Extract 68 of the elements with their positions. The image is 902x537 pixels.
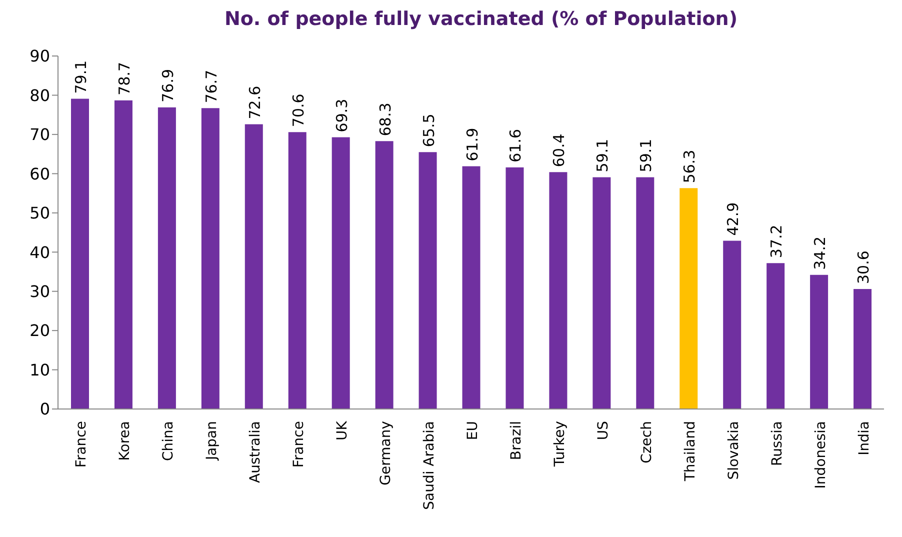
bar: [418, 152, 437, 409]
data-label: 70.6: [289, 94, 308, 128]
y-tick-label: 20: [30, 321, 50, 340]
x-tick-label: Korea: [117, 421, 134, 461]
bar: [680, 188, 698, 409]
data-label: 69.3: [332, 98, 351, 132]
bar: [332, 137, 350, 409]
bar: [375, 141, 394, 409]
data-label: 56.3: [680, 150, 699, 184]
x-tick-label: Slovakia: [726, 421, 742, 480]
data-label: 79.1: [72, 60, 90, 94]
y-tick-label: 10: [30, 360, 50, 380]
x-tick-label: France: [291, 421, 308, 468]
y-tick-label: 40: [30, 242, 50, 262]
x-tick-label: Saudi Arabia: [422, 421, 438, 510]
x-tick-label: Russia: [769, 421, 786, 466]
data-label: 34.2: [811, 236, 830, 270]
data-label: 78.7: [115, 62, 134, 96]
x-tick-label: US: [595, 420, 612, 440]
data-label: 72.6: [246, 86, 264, 120]
x-tick-label: China: [160, 421, 177, 461]
data-label: 76.9: [158, 68, 177, 102]
y-tick-label: 90: [30, 46, 50, 66]
x-tick-label: Turkey: [552, 421, 568, 468]
bar: [244, 124, 263, 409]
data-label: 61.6: [506, 128, 525, 162]
data-label: 42.9: [724, 202, 742, 236]
x-tick-label: Indonesia: [812, 421, 829, 489]
bar: [592, 177, 611, 409]
x-tick-label: UK: [334, 420, 351, 440]
x-tick-label: Japan: [204, 421, 220, 462]
data-label: 60.4: [550, 134, 568, 168]
x-tick-label: Germany: [378, 421, 394, 486]
data-label: 76.7: [202, 70, 220, 104]
bar: [549, 172, 568, 409]
bar: [723, 240, 742, 409]
bar: [462, 166, 480, 409]
y-tick-label: 60: [30, 164, 50, 184]
data-label: 65.5: [420, 114, 438, 148]
bar: [506, 167, 524, 409]
x-tick-label: Brazil: [508, 421, 524, 460]
chart-title: No. of people fully vaccinated (% of Population): [223, 8, 739, 32]
x-tick-label: Czech: [638, 421, 655, 464]
bar: [201, 108, 220, 409]
bar: [810, 274, 828, 409]
y-tick-label: 80: [30, 86, 50, 105]
x-tick-label: Australia: [248, 421, 264, 483]
data-label: 37.2: [768, 224, 786, 258]
x-tick-label: France: [74, 421, 90, 468]
x-tick-label: Thailand: [682, 421, 698, 482]
y-tick-label: 30: [30, 282, 50, 302]
x-tick-label: India: [856, 421, 872, 456]
y-tick-label: 70: [30, 125, 50, 144]
data-label: 61.9: [463, 128, 482, 162]
data-label: 59.1: [637, 138, 656, 172]
data-label: 30.6: [854, 250, 873, 284]
bar: [71, 98, 89, 409]
bar: [766, 263, 785, 409]
bar: [636, 177, 654, 409]
y-tick-label: 50: [30, 204, 50, 223]
bar: [288, 132, 306, 409]
bar: [114, 100, 132, 409]
bar: [158, 107, 176, 409]
y-tick-label: 0: [40, 400, 50, 419]
bar: [854, 288, 872, 409]
data-label: 59.1: [594, 138, 612, 172]
x-tick-label: EU: [465, 421, 481, 440]
data-label: 68.3: [376, 102, 394, 136]
